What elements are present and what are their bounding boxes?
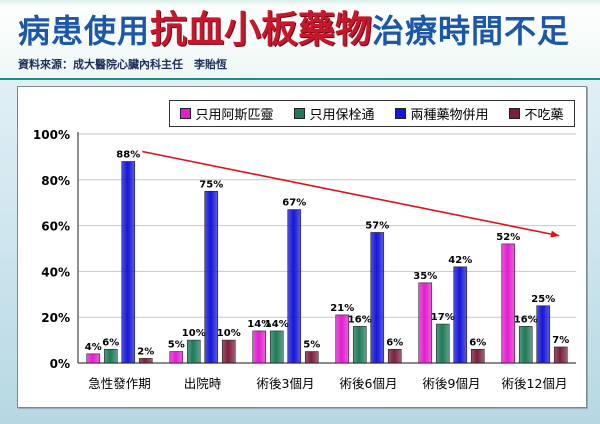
x-tick-label: 術後9個月 bbox=[423, 376, 481, 391]
data-label: 5% bbox=[168, 340, 185, 351]
legend-item-both: 兩種藥物併用 bbox=[395, 104, 489, 123]
data-label: 67% bbox=[282, 198, 306, 209]
x-tick-label: 急性發作期 bbox=[88, 376, 151, 391]
bar-none bbox=[387, 348, 402, 364]
bar-both bbox=[121, 161, 136, 364]
y-tick-label: 60% bbox=[41, 220, 70, 234]
legend-swatch-clopidogrel bbox=[294, 108, 306, 119]
bar-both bbox=[287, 209, 302, 364]
data-label: 75% bbox=[199, 179, 223, 190]
data-label: 16% bbox=[514, 314, 538, 325]
y-tick-label: 0% bbox=[50, 357, 70, 371]
bar-none bbox=[138, 358, 153, 364]
chart-panel: 0% 20% 40% 60% 80% 100% 4% 6% 88% 2% 急性發作期 5% 10% 75%… bbox=[17, 86, 587, 408]
x-tick-label: 術後6個月 bbox=[340, 376, 398, 391]
data-label: 4% bbox=[85, 342, 102, 353]
legend: 只用阿斯匹靈 只用保栓通 兩種藥物併用 不吃藥 bbox=[169, 100, 575, 127]
bar-aspirin bbox=[169, 351, 184, 364]
y-tick-label: 20% bbox=[41, 311, 70, 325]
bar-aspirin bbox=[86, 353, 101, 364]
bar-both bbox=[536, 305, 551, 364]
data-label: 14% bbox=[247, 319, 271, 330]
data-label: 6% bbox=[102, 337, 119, 348]
bar-both bbox=[453, 266, 468, 364]
legend-label-clopidogrel: 只用保栓通 bbox=[309, 108, 375, 123]
title-part-2: 抗血小板藥物 bbox=[150, 8, 373, 51]
y-tick-label: 40% bbox=[41, 265, 70, 279]
legend-swatch-none bbox=[509, 108, 521, 119]
source-note: 資料來源：成大醫院心臟內科主任 李貽恆 bbox=[18, 58, 227, 71]
bar-none bbox=[221, 339, 236, 364]
legend-label-both: 兩種藥物併用 bbox=[410, 108, 489, 123]
title-part-3: 治療時間不足 bbox=[372, 12, 571, 50]
bar-aspirin bbox=[501, 243, 516, 364]
legend-swatch-both bbox=[395, 108, 407, 119]
legend-label-none: 不吃藥 bbox=[524, 108, 564, 123]
data-label: 17% bbox=[431, 312, 455, 323]
x-tick-label: 出院時 bbox=[184, 376, 222, 391]
bar-both bbox=[370, 232, 385, 364]
data-label: 2% bbox=[137, 346, 154, 357]
bar-aspirin bbox=[335, 314, 350, 364]
legend-item-aspirin: 只用阿斯匹靈 bbox=[180, 104, 274, 123]
y-tick-label: 80% bbox=[41, 174, 70, 188]
data-label: 57% bbox=[365, 220, 389, 231]
data-label: 5% bbox=[303, 340, 320, 351]
data-label: 10% bbox=[217, 328, 241, 339]
bar-aspirin bbox=[418, 282, 433, 364]
bar-none bbox=[304, 351, 319, 364]
header-banner: 病患使用抗血小板藥物治療時間不足 資料來源：成大醫院心臟內科主任 李貽恆 bbox=[0, 0, 600, 80]
data-label: 21% bbox=[330, 303, 354, 314]
data-label: 10% bbox=[182, 328, 206, 339]
legend-label-aspirin: 只用阿斯匹靈 bbox=[195, 108, 274, 123]
x-tick-label: 術後3個月 bbox=[257, 376, 315, 391]
data-label: 88% bbox=[116, 149, 140, 160]
x-tick-label: 術後12個月 bbox=[502, 376, 568, 391]
data-label: 25% bbox=[531, 294, 555, 305]
y-tick-label: 100% bbox=[33, 128, 70, 142]
bar-aspirin bbox=[252, 330, 267, 364]
trend-arrowhead bbox=[550, 230, 560, 238]
data-label: 42% bbox=[448, 255, 472, 266]
legend-swatch-aspirin bbox=[180, 108, 192, 119]
bar-none bbox=[553, 346, 568, 364]
legend-item-none: 不吃藥 bbox=[509, 104, 564, 123]
data-label: 7% bbox=[552, 335, 569, 346]
bar-both bbox=[204, 190, 219, 364]
bar-clopidogrel bbox=[269, 330, 284, 364]
page-title: 病患使用抗血小板藥物治療時間不足 bbox=[18, 8, 588, 52]
data-label: 6% bbox=[469, 337, 486, 348]
bar-clopidogrel bbox=[518, 326, 533, 364]
bar-clopidogrel bbox=[186, 339, 201, 364]
bar-clopidogrel bbox=[352, 326, 367, 364]
bar-clopidogrel bbox=[435, 323, 450, 364]
trend-line bbox=[142, 150, 560, 237]
bar-none bbox=[470, 348, 485, 364]
data-label: 14% bbox=[265, 319, 289, 330]
data-label: 16% bbox=[348, 314, 372, 325]
bar-chart: 0%20%40%60%80%100%4% 6%88%2%急性發作期5%10%75%… bbox=[33, 128, 576, 391]
bar-clopidogrel bbox=[103, 348, 118, 364]
legend-item-clopidogrel: 只用保栓通 bbox=[294, 104, 375, 123]
data-label: 6% bbox=[386, 337, 403, 348]
data-label: 52% bbox=[496, 232, 520, 243]
title-part-1: 病患使用 bbox=[18, 12, 151, 50]
data-label: 35% bbox=[413, 271, 437, 282]
